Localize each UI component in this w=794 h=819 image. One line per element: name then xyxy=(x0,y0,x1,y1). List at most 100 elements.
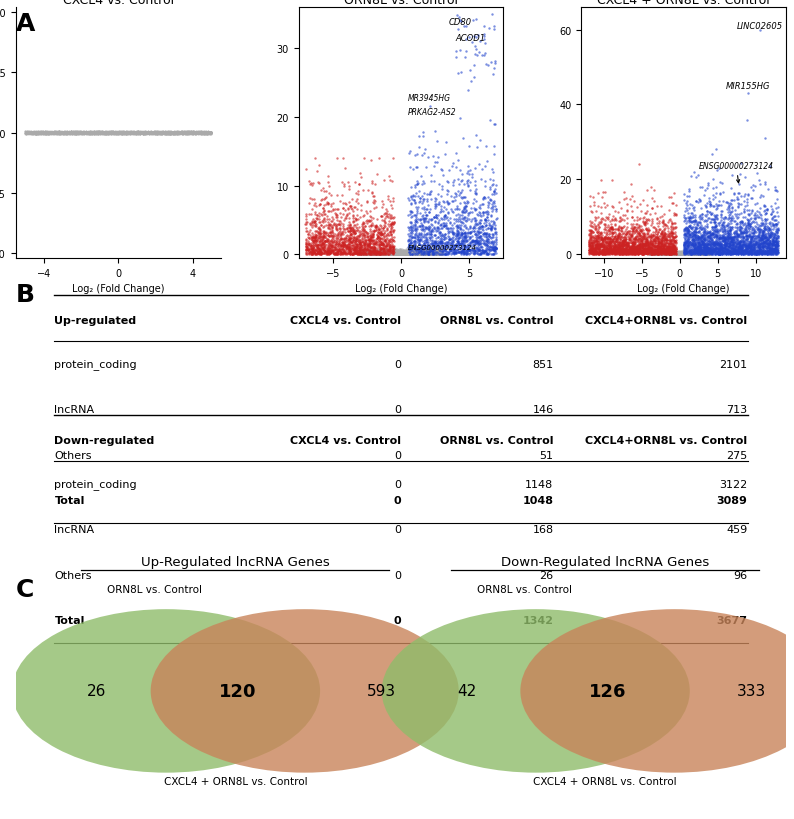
Point xyxy=(363,248,376,261)
Point xyxy=(388,247,401,260)
Point xyxy=(759,247,772,260)
Point xyxy=(686,237,699,250)
Point xyxy=(698,220,711,233)
Point xyxy=(608,247,621,260)
Point xyxy=(357,224,370,238)
Point xyxy=(169,128,182,141)
Point xyxy=(738,225,751,238)
Point xyxy=(659,247,672,260)
Point xyxy=(701,247,714,260)
Point xyxy=(630,223,642,236)
Point xyxy=(748,242,761,256)
Point xyxy=(134,127,147,140)
Point xyxy=(360,247,373,260)
Point xyxy=(720,244,733,257)
Point xyxy=(647,247,660,260)
Point xyxy=(729,238,742,251)
Point xyxy=(678,246,691,259)
Point xyxy=(689,248,702,261)
Point xyxy=(374,242,387,256)
Point xyxy=(743,236,756,249)
Point xyxy=(152,128,164,141)
Point xyxy=(416,248,429,261)
Point xyxy=(390,247,403,260)
Point xyxy=(401,247,414,260)
Point xyxy=(133,126,145,139)
Point xyxy=(609,243,622,256)
Point xyxy=(665,247,678,260)
Point xyxy=(354,245,367,258)
Point xyxy=(376,248,389,261)
Point xyxy=(299,214,312,227)
Point xyxy=(361,247,374,260)
Point xyxy=(607,247,619,260)
Point xyxy=(155,127,168,140)
Point xyxy=(711,246,724,259)
Point xyxy=(83,127,96,140)
Point xyxy=(726,233,738,247)
Point xyxy=(29,126,41,139)
Point xyxy=(722,247,734,260)
Point xyxy=(426,247,439,260)
Point xyxy=(690,247,703,260)
Point xyxy=(141,127,154,140)
Point xyxy=(376,248,389,261)
Point xyxy=(704,199,717,212)
Point xyxy=(612,246,625,259)
Point xyxy=(645,248,657,261)
Point xyxy=(658,244,671,257)
Point xyxy=(742,239,754,252)
Point xyxy=(414,247,427,260)
Point xyxy=(157,128,170,141)
Point xyxy=(617,240,630,253)
Point xyxy=(451,220,464,233)
Point xyxy=(690,247,703,260)
Point xyxy=(663,248,676,261)
Point xyxy=(33,126,46,139)
Point xyxy=(630,230,643,243)
Point xyxy=(693,247,706,260)
Point xyxy=(421,247,434,260)
Point xyxy=(488,20,500,34)
Point xyxy=(420,222,433,235)
Point xyxy=(590,246,603,259)
Point xyxy=(93,128,106,141)
Point xyxy=(644,242,657,256)
Point xyxy=(361,233,374,247)
Point xyxy=(127,127,140,140)
Point xyxy=(35,127,48,140)
Point xyxy=(609,238,622,251)
Point xyxy=(676,247,688,260)
Point xyxy=(407,190,419,203)
Point xyxy=(703,247,716,260)
Point xyxy=(657,247,669,260)
Point xyxy=(696,248,709,261)
Point xyxy=(338,247,351,260)
Point xyxy=(183,126,195,139)
Point xyxy=(680,247,692,260)
Point xyxy=(168,126,180,139)
Point xyxy=(631,223,644,236)
Point xyxy=(696,247,708,260)
Point xyxy=(661,233,673,247)
Point xyxy=(768,228,781,241)
Point xyxy=(106,127,119,140)
Point xyxy=(422,248,434,261)
Point xyxy=(715,219,728,232)
Point xyxy=(429,246,441,259)
Point xyxy=(100,128,113,141)
Point xyxy=(622,245,634,258)
Point xyxy=(54,126,67,139)
Point xyxy=(590,226,603,239)
Point xyxy=(680,248,693,261)
Point xyxy=(654,247,667,260)
Point xyxy=(650,233,663,246)
Point xyxy=(669,247,681,260)
Point xyxy=(702,247,715,260)
Point xyxy=(402,229,414,242)
Point xyxy=(649,247,662,260)
Point xyxy=(376,247,389,260)
Point xyxy=(342,246,355,259)
Point xyxy=(361,248,374,261)
Point xyxy=(341,219,354,233)
